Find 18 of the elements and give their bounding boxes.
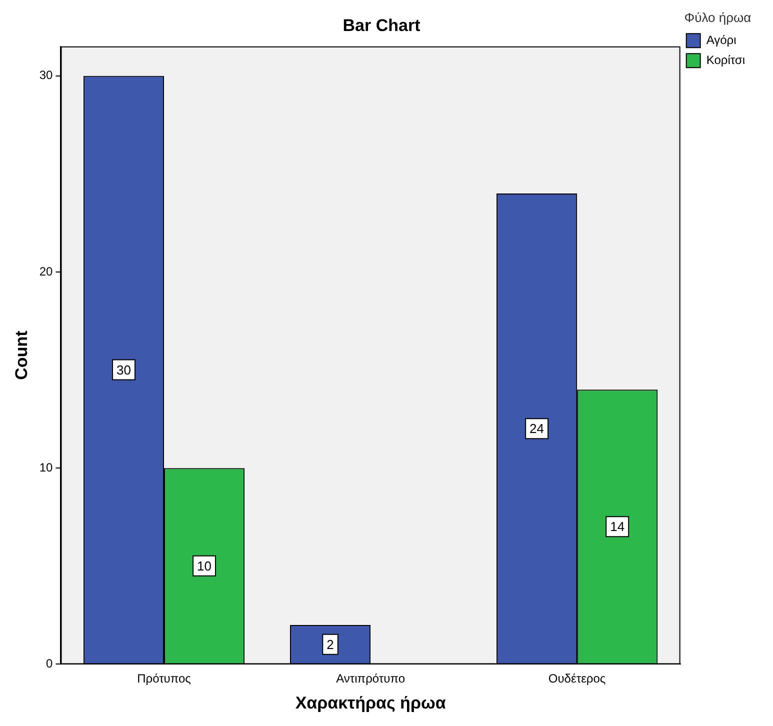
data-label: 10	[197, 558, 212, 574]
legend-label: Κορίτσι	[706, 52, 746, 67]
legend-title: Φύλο ήρωα	[684, 10, 752, 26]
x-tick-label: Ουδέτερος	[548, 672, 606, 686]
y-tick-label: 10	[39, 460, 54, 474]
chart-title: Bar Chart	[342, 16, 421, 35]
data-label: 14	[610, 519, 625, 534]
x-tick-label: Αντιπρότυπο	[336, 672, 406, 686]
data-label: 24	[530, 421, 544, 436]
legend-label: Αγόρι	[706, 32, 737, 47]
data-label: 30	[116, 362, 131, 378]
data-label: 2	[326, 636, 334, 652]
x-axis-title: Χαρακτήρας ήρωα	[295, 693, 446, 712]
y-tick-label: 20	[39, 264, 54, 278]
x-tick-label: Πρότυπος	[137, 672, 192, 686]
y-tick-label: 30	[39, 68, 54, 82]
y-axis-title: Count	[12, 330, 31, 380]
y-tick-label: 0	[46, 656, 54, 671]
